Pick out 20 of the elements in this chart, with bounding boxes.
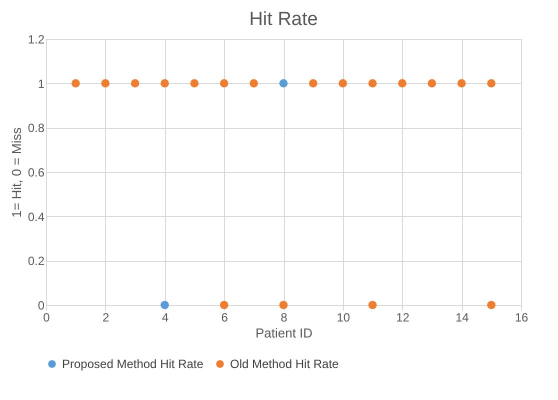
x-tick-label: 16 [514, 310, 528, 324]
y-tick-label: 0.6 [28, 166, 45, 180]
y-tick-label: 0.2 [28, 254, 45, 268]
x-tick-label: 8 [280, 310, 288, 324]
x-tick-label: 6 [221, 310, 228, 324]
x-tick-label: 12 [396, 310, 410, 324]
x-tick-label: 10 [336, 310, 350, 324]
x-tick-label: 4 [162, 310, 169, 324]
y-tick-label: 0.8 [28, 121, 45, 136]
x-tick-label: 14 [455, 310, 470, 324]
y-tick-label: 0.4 [28, 210, 45, 224]
y-axis-title: 1= Hit, 0 = Miss [8, 126, 24, 218]
legend-label: Old Method Hit Rate [230, 357, 340, 371]
y-tick-label: 1.2 [28, 32, 45, 46]
y-tick-label: 1 [38, 76, 45, 91]
x-tick-label: 2 [102, 310, 110, 324]
legend-label: Proposed Method Hit Rate [62, 357, 204, 371]
x-axis-title: Patient ID [255, 326, 313, 340]
y-tick-label: 0 [38, 298, 45, 312]
chart-title: Hit Rate [249, 9, 318, 30]
